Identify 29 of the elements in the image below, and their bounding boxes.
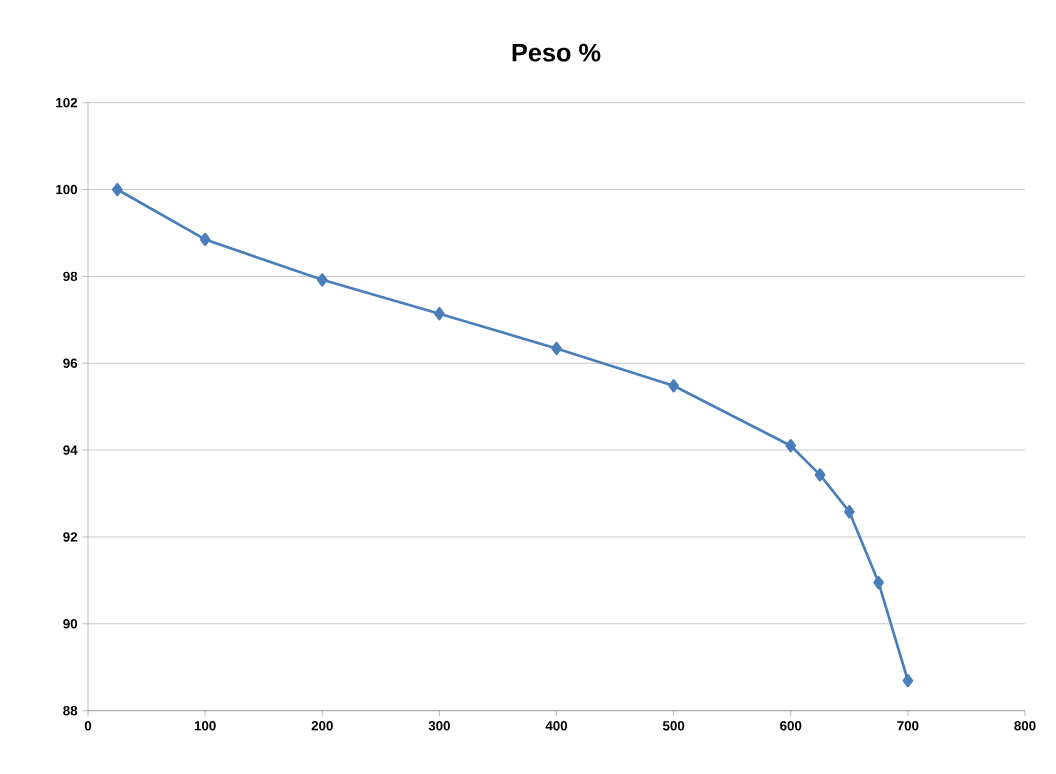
x-tick-label: 600 <box>780 721 802 731</box>
y-tick-label: 102 <box>56 97 78 108</box>
x-tick-label: 800 <box>1014 721 1036 731</box>
y-tick-label: 94 <box>63 445 78 455</box>
point <box>843 505 855 519</box>
y-tick-label: 92 <box>63 532 78 542</box>
point <box>873 575 884 590</box>
x-tick-label: 700 <box>897 721 919 731</box>
y-tick-label: 88 <box>63 705 78 716</box>
point <box>199 232 211 247</box>
x-tick-label: 200 <box>311 721 333 731</box>
point <box>316 273 328 287</box>
point <box>814 468 826 482</box>
point <box>111 182 123 197</box>
point <box>668 379 679 393</box>
x-tick-label: 400 <box>545 721 568 731</box>
y-tick-label: 90 <box>63 619 78 629</box>
y-tick-label: 100 <box>56 184 78 195</box>
x-tick-label: 100 <box>194 721 216 731</box>
x-tick-label: 500 <box>662 721 685 731</box>
y-tick-label: 98 <box>63 271 78 282</box>
y-tick-label: 96 <box>63 358 78 368</box>
x-tick-label: 300 <box>428 721 450 731</box>
point <box>785 439 797 453</box>
point <box>434 307 445 321</box>
point <box>551 341 562 356</box>
x-tick-label: 0 <box>84 721 92 731</box>
point <box>902 674 914 688</box>
chart-title: Peso % <box>512 43 601 62</box>
